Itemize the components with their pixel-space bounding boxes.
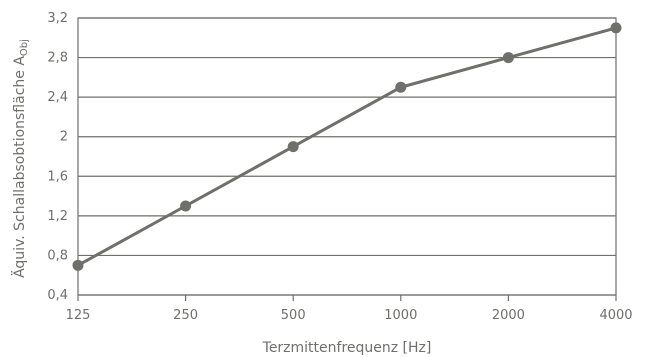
x-axis-ticks: 125 250 500 1000 2000 4000 [66, 295, 633, 323]
y-axis-label-subscript: Obj [19, 39, 30, 56]
data-point [395, 81, 407, 93]
y-tick-label: 2 [60, 130, 68, 145]
y-tick-label: 1,2 [47, 209, 68, 224]
x-tick-label: 125 [66, 308, 91, 323]
y-tick-label: 1,6 [47, 169, 68, 184]
data-point [72, 259, 84, 271]
grid [78, 17, 616, 296]
plot-frame [77, 17, 617, 296]
y-axis-label-text: Äquiv. Schallabsobtionsfläche A [10, 56, 28, 278]
data-point [287, 141, 299, 153]
markers [72, 22, 622, 271]
data-point [610, 22, 622, 34]
x-tick-label: 500 [281, 308, 306, 323]
x-tick-label: 1000 [384, 308, 417, 323]
series-layer [77, 26, 617, 267]
x-tick-label: 250 [173, 308, 198, 323]
x-axis-label: Terzmittenfrequenz [Hz] [262, 340, 432, 356]
y-tick-label: 2,8 [47, 51, 68, 66]
y-tick-label: 0,8 [47, 248, 68, 263]
y-axis-ticks: 0,4 0,8 1,2 1,6 2 2,4 2,8 3,2 [47, 11, 68, 303]
data-point [502, 52, 514, 64]
x-tick-label: 4000 [599, 308, 632, 323]
y-tick-label: 2,4 [47, 90, 68, 105]
data-point [180, 200, 192, 212]
y-tick-label: 0,4 [47, 288, 68, 303]
series-line [77, 26, 617, 267]
x-tick-label: 2000 [492, 308, 525, 323]
y-axis-label: Äquiv. Schallabsobtionsfläche AObj [10, 39, 30, 278]
y-tick-label: 3,2 [47, 11, 68, 26]
